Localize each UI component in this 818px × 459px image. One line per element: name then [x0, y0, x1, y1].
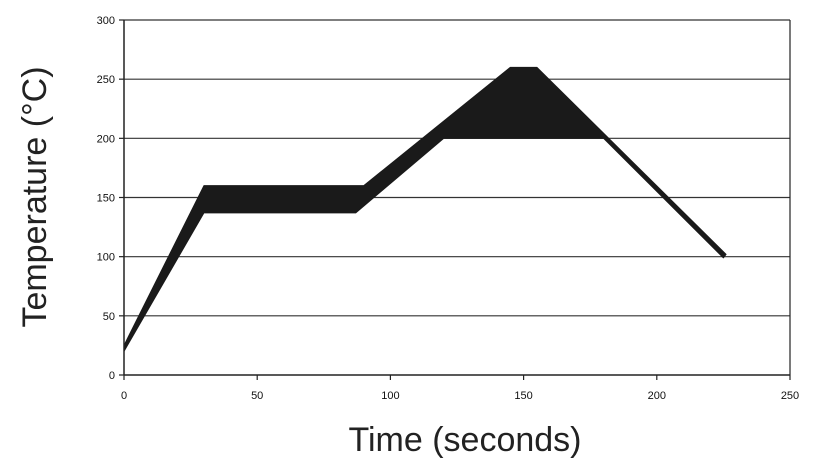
y-tick-label-50: 50 — [103, 311, 115, 323]
x-tick-label-150: 150 — [514, 390, 532, 402]
x-tick-label-50: 50 — [251, 390, 263, 402]
y-tick-label-300: 300 — [97, 15, 115, 27]
y-tick-label-250: 250 — [97, 74, 115, 86]
y-tick-label-0: 0 — [109, 370, 115, 382]
y-tick-label-200: 200 — [97, 133, 115, 145]
x-axis-title: Time (seconds) — [348, 421, 581, 459]
y-axis-title: Temperature (°C) — [16, 66, 54, 327]
x-tick-label-100: 100 — [381, 390, 399, 402]
y-tick-label-100: 100 — [97, 252, 115, 264]
x-tick-label-200: 200 — [648, 390, 666, 402]
band-area-0 — [123, 66, 727, 352]
process-window-band — [123, 66, 727, 352]
x-tick-label-0: 0 — [121, 390, 127, 402]
x-tick-label-250: 250 — [781, 390, 799, 402]
y-tick-label-150: 150 — [97, 193, 115, 205]
tick-labels: 0 50 100 150 200 250 300 0 50 100 150 200 250 — [97, 15, 800, 402]
